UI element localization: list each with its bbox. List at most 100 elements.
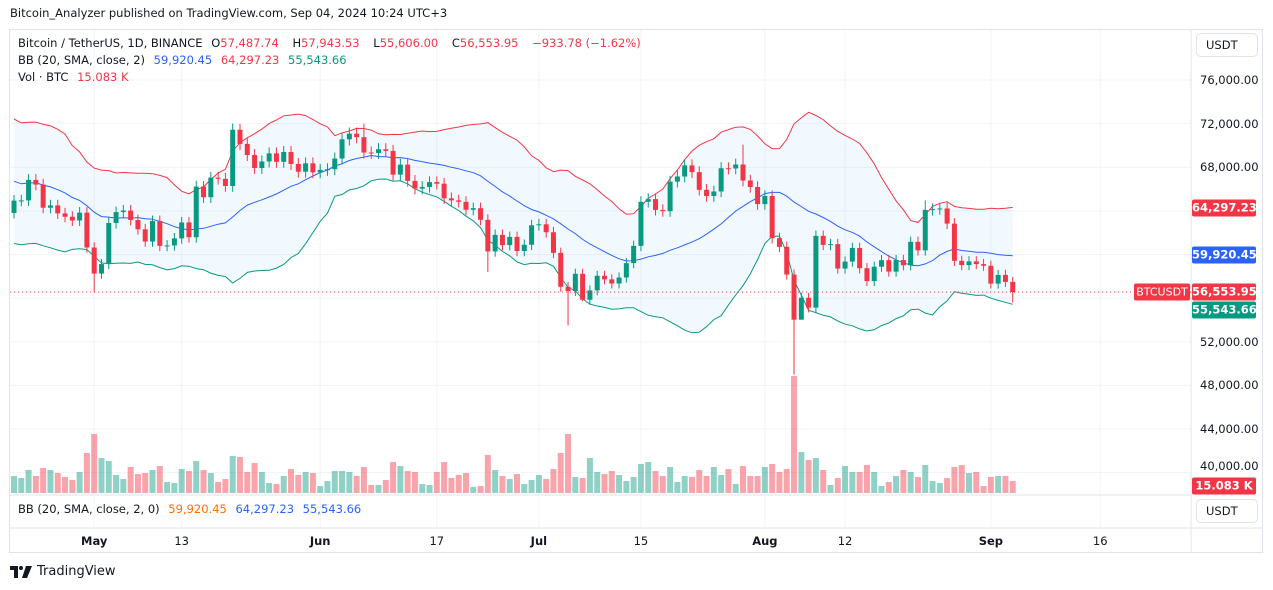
volume-bar bbox=[550, 469, 557, 493]
close-value: 56,553.95 bbox=[459, 36, 519, 50]
candle-body bbox=[346, 133, 352, 140]
candle-body bbox=[638, 201, 644, 246]
candle-body bbox=[47, 205, 53, 208]
candle-body bbox=[536, 224, 542, 226]
volume-bar bbox=[637, 464, 644, 493]
candle-body bbox=[733, 164, 739, 169]
candle-body bbox=[776, 238, 782, 247]
candles bbox=[11, 123, 1016, 375]
volume-bar bbox=[791, 376, 798, 493]
candle-body bbox=[543, 224, 549, 233]
volume-bar bbox=[710, 466, 717, 493]
candle-body bbox=[40, 184, 46, 208]
candle-body bbox=[893, 260, 899, 272]
volume-legend[interactable]: Vol · BTC 15.083 K bbox=[18, 70, 134, 84]
volume-bar bbox=[477, 486, 484, 493]
price-axis-label: 72,000.00 bbox=[1200, 116, 1259, 131]
volume-bar bbox=[288, 469, 295, 493]
volume-bar bbox=[747, 476, 754, 493]
volume-bar bbox=[783, 469, 790, 493]
candle-body bbox=[864, 268, 870, 282]
volume-bar bbox=[309, 473, 316, 493]
candle-body bbox=[820, 235, 826, 245]
volume-bar bbox=[557, 453, 564, 493]
chart-frame bbox=[9, 29, 1263, 553]
volume-bar bbox=[776, 471, 783, 493]
candle-body bbox=[113, 212, 119, 223]
low-value: 55,606.00 bbox=[379, 36, 439, 50]
volume-bar bbox=[484, 454, 491, 493]
volume-bar bbox=[878, 486, 885, 493]
volume-bar bbox=[229, 456, 236, 493]
volume-bar bbox=[390, 461, 397, 493]
candle-body bbox=[193, 186, 199, 238]
volume-bar bbox=[645, 461, 652, 493]
volume-bar bbox=[499, 476, 506, 493]
candle-body bbox=[609, 279, 615, 284]
volume-bar bbox=[32, 476, 39, 493]
candle-body bbox=[324, 169, 330, 171]
volume-bar bbox=[419, 484, 426, 493]
volume-bar bbox=[258, 471, 265, 493]
candle-body bbox=[696, 172, 702, 190]
candle-body bbox=[755, 186, 761, 205]
candle-body bbox=[310, 163, 316, 173]
candle-body bbox=[33, 179, 39, 185]
last-price-tag: 56,553.95 bbox=[1192, 283, 1257, 301]
candle-body bbox=[142, 229, 148, 242]
currency-unit-button[interactable]: USDT bbox=[1196, 33, 1258, 57]
volume-bar bbox=[441, 461, 448, 493]
candle-body bbox=[587, 290, 593, 300]
volume-bar bbox=[922, 464, 929, 493]
volume-bar bbox=[83, 453, 90, 493]
candle-body bbox=[470, 208, 476, 210]
volume-bar bbox=[732, 484, 739, 493]
candle-body bbox=[995, 274, 1001, 284]
candle-body bbox=[725, 168, 731, 170]
bb-upper-line bbox=[13, 111, 1013, 223]
price-axis-label: 76,000.00 bbox=[1200, 73, 1259, 87]
lower-pane-legend[interactable]: BB (20, SMA, close, 2, 0) 59,920.45 64,2… bbox=[18, 502, 366, 516]
candle-body bbox=[653, 199, 659, 210]
volume-bar bbox=[871, 471, 878, 493]
candle-body bbox=[558, 252, 564, 287]
ohlc-low: L55,606.00 bbox=[373, 36, 443, 50]
candle-body bbox=[478, 208, 484, 220]
volume-bar bbox=[69, 479, 76, 493]
candle-body bbox=[944, 208, 950, 224]
candle-body bbox=[456, 200, 462, 202]
volume-bar bbox=[652, 471, 659, 493]
volume-bar bbox=[893, 476, 900, 493]
volume-bar bbox=[62, 476, 69, 493]
lower-currency-unit-button[interactable]: USDT bbox=[1196, 499, 1258, 523]
volume-bar bbox=[696, 469, 703, 493]
volume-bar bbox=[105, 461, 112, 493]
candle-body bbox=[62, 213, 68, 217]
candle-body bbox=[412, 180, 418, 189]
volume-bar bbox=[514, 474, 521, 493]
volume-bar bbox=[973, 471, 980, 493]
volume-bar bbox=[586, 458, 593, 493]
price-axis-label: 52,000.00 bbox=[1200, 334, 1259, 349]
bb-legend[interactable]: BB (20, SMA, close, 2) 59,920.45 64,297.… bbox=[18, 53, 352, 67]
tradingview-logo[interactable]: TradingView bbox=[10, 564, 116, 579]
price-axis-label: 44,000.00 bbox=[1200, 421, 1259, 436]
candle-body bbox=[405, 164, 411, 181]
volume-bar bbox=[914, 476, 921, 493]
candle-body bbox=[718, 168, 724, 192]
volume-bar bbox=[54, 473, 61, 493]
volume-label: Vol · BTC bbox=[18, 70, 69, 84]
volume-bar bbox=[1002, 476, 1009, 493]
candle-body bbox=[521, 244, 527, 252]
candle-body bbox=[201, 186, 207, 198]
symbol-legend[interactable]: Bitcoin / TetherUS, 1D, BINANCE O57,487.… bbox=[18, 36, 646, 50]
candle-body bbox=[303, 163, 309, 172]
volume-bar bbox=[25, 469, 32, 493]
candle-body bbox=[1002, 274, 1008, 282]
volume-bar bbox=[1009, 481, 1016, 493]
candle-body bbox=[98, 264, 104, 274]
candle-body bbox=[806, 297, 812, 308]
candle-body bbox=[288, 151, 294, 164]
lower-bb-upper: 64,297.23 bbox=[235, 502, 295, 516]
